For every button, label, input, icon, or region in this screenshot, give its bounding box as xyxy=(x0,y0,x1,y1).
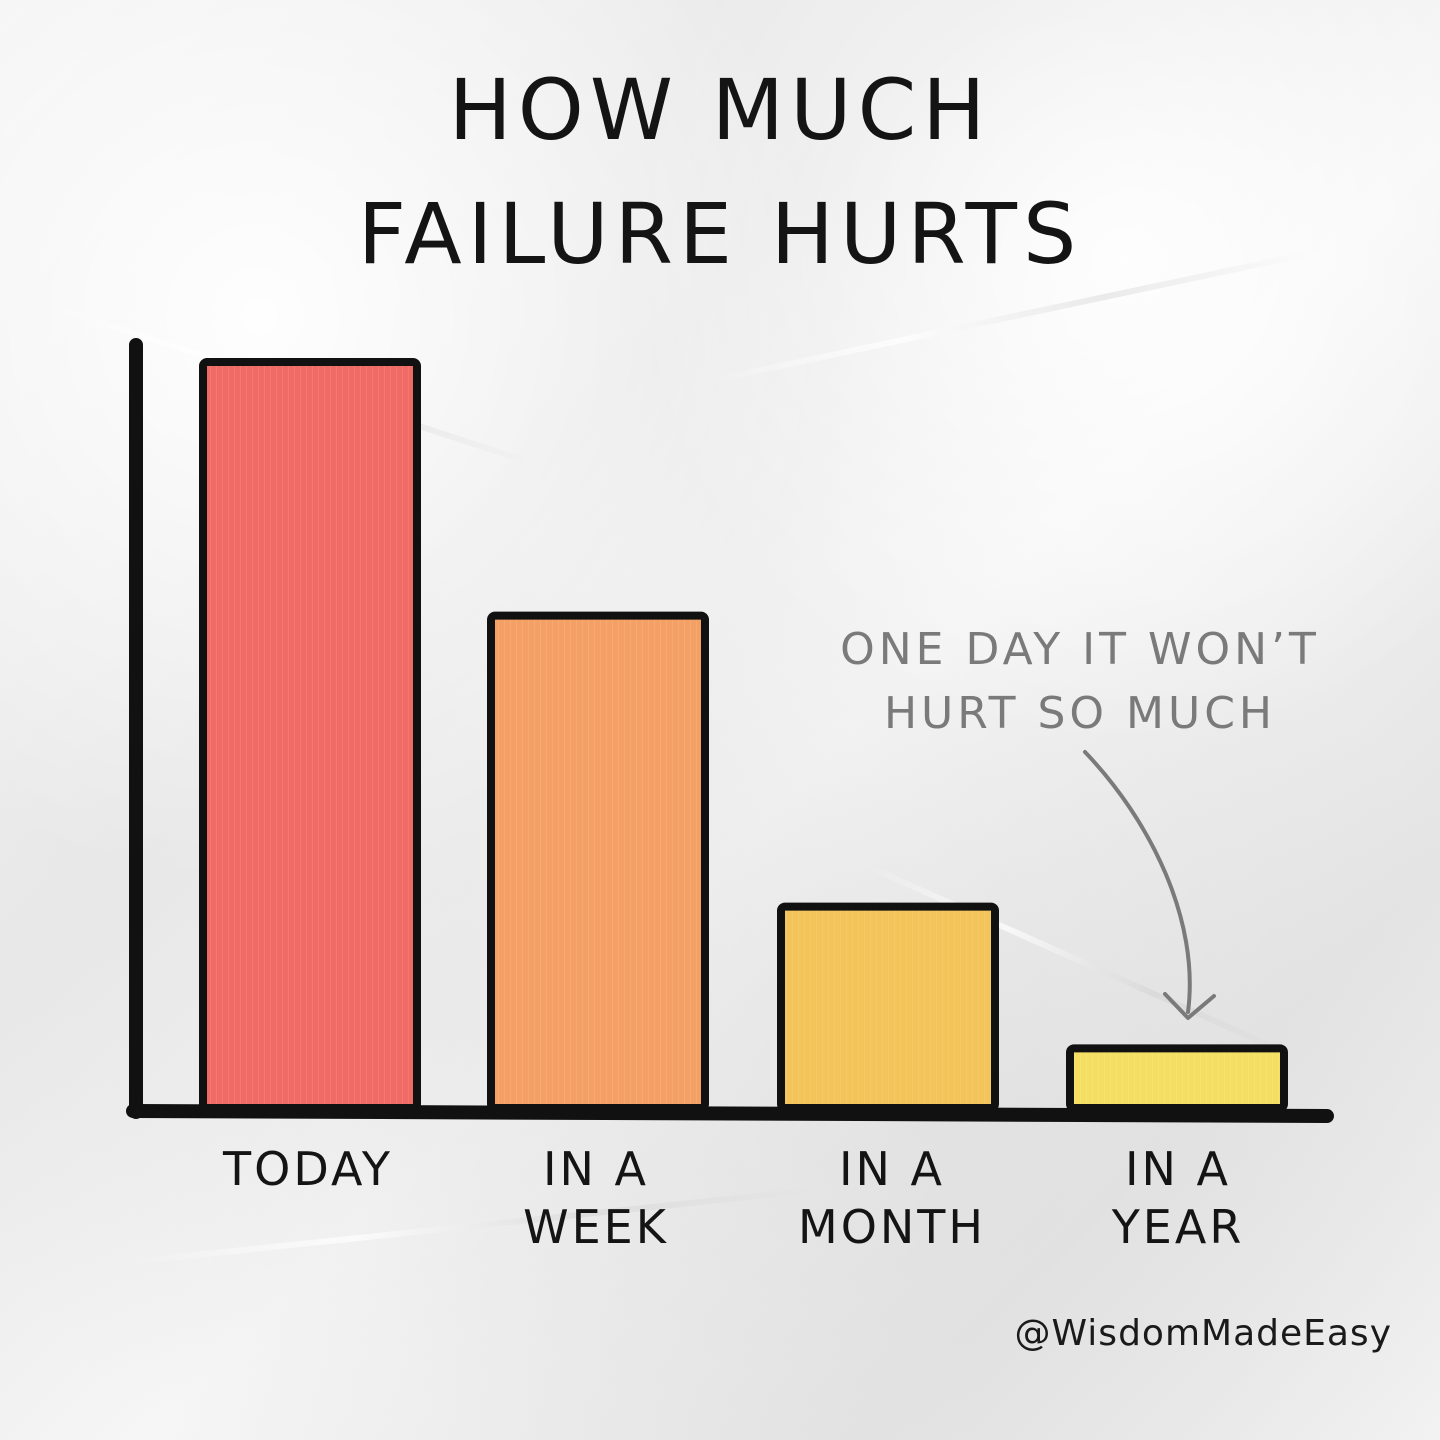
x-tick-label-line: IN A xyxy=(838,1142,946,1196)
x-tick-label-line: IN A xyxy=(1124,1142,1232,1196)
x-tick-label-in-a-month: IN A MONTH xyxy=(762,1140,1022,1256)
bar-texture xyxy=(785,910,991,1104)
annotation-line: ONE DAY IT WON’T xyxy=(840,624,1320,675)
x-tick-label-today: TODAY xyxy=(178,1140,438,1198)
annotation-arrow xyxy=(1083,750,1192,1014)
x-tick-label-line: MONTH xyxy=(798,1200,986,1254)
watermark-handle: @WisdomMadeEasy xyxy=(1014,1313,1392,1354)
bar-texture xyxy=(1074,1052,1280,1104)
bar-texture xyxy=(495,619,701,1104)
bar-texture xyxy=(207,366,413,1104)
annotation-line: HURT SO MUCH xyxy=(883,688,1277,739)
bars-group xyxy=(199,358,1288,1113)
annotation-text: ONE DAY IT WON’T HURT SO MUCH xyxy=(800,618,1360,746)
x-axis-line xyxy=(126,1104,1334,1123)
annotation-arrowhead xyxy=(1163,992,1216,1020)
chart-title-line-2: FAILURE HURTS xyxy=(357,185,1083,283)
x-tick-label-line: IN A xyxy=(542,1142,650,1196)
x-tick-label-line: WEEK xyxy=(523,1200,669,1254)
x-tick-label-in-a-year: IN A YEAR xyxy=(1048,1140,1308,1256)
x-tick-label-in-a-week: IN A WEEK xyxy=(466,1140,726,1256)
x-tick-label-line: TODAY xyxy=(223,1142,393,1196)
x-tick-label-line: YEAR xyxy=(1111,1200,1245,1254)
chart-title-line-1: HOW MUCH xyxy=(448,61,992,159)
